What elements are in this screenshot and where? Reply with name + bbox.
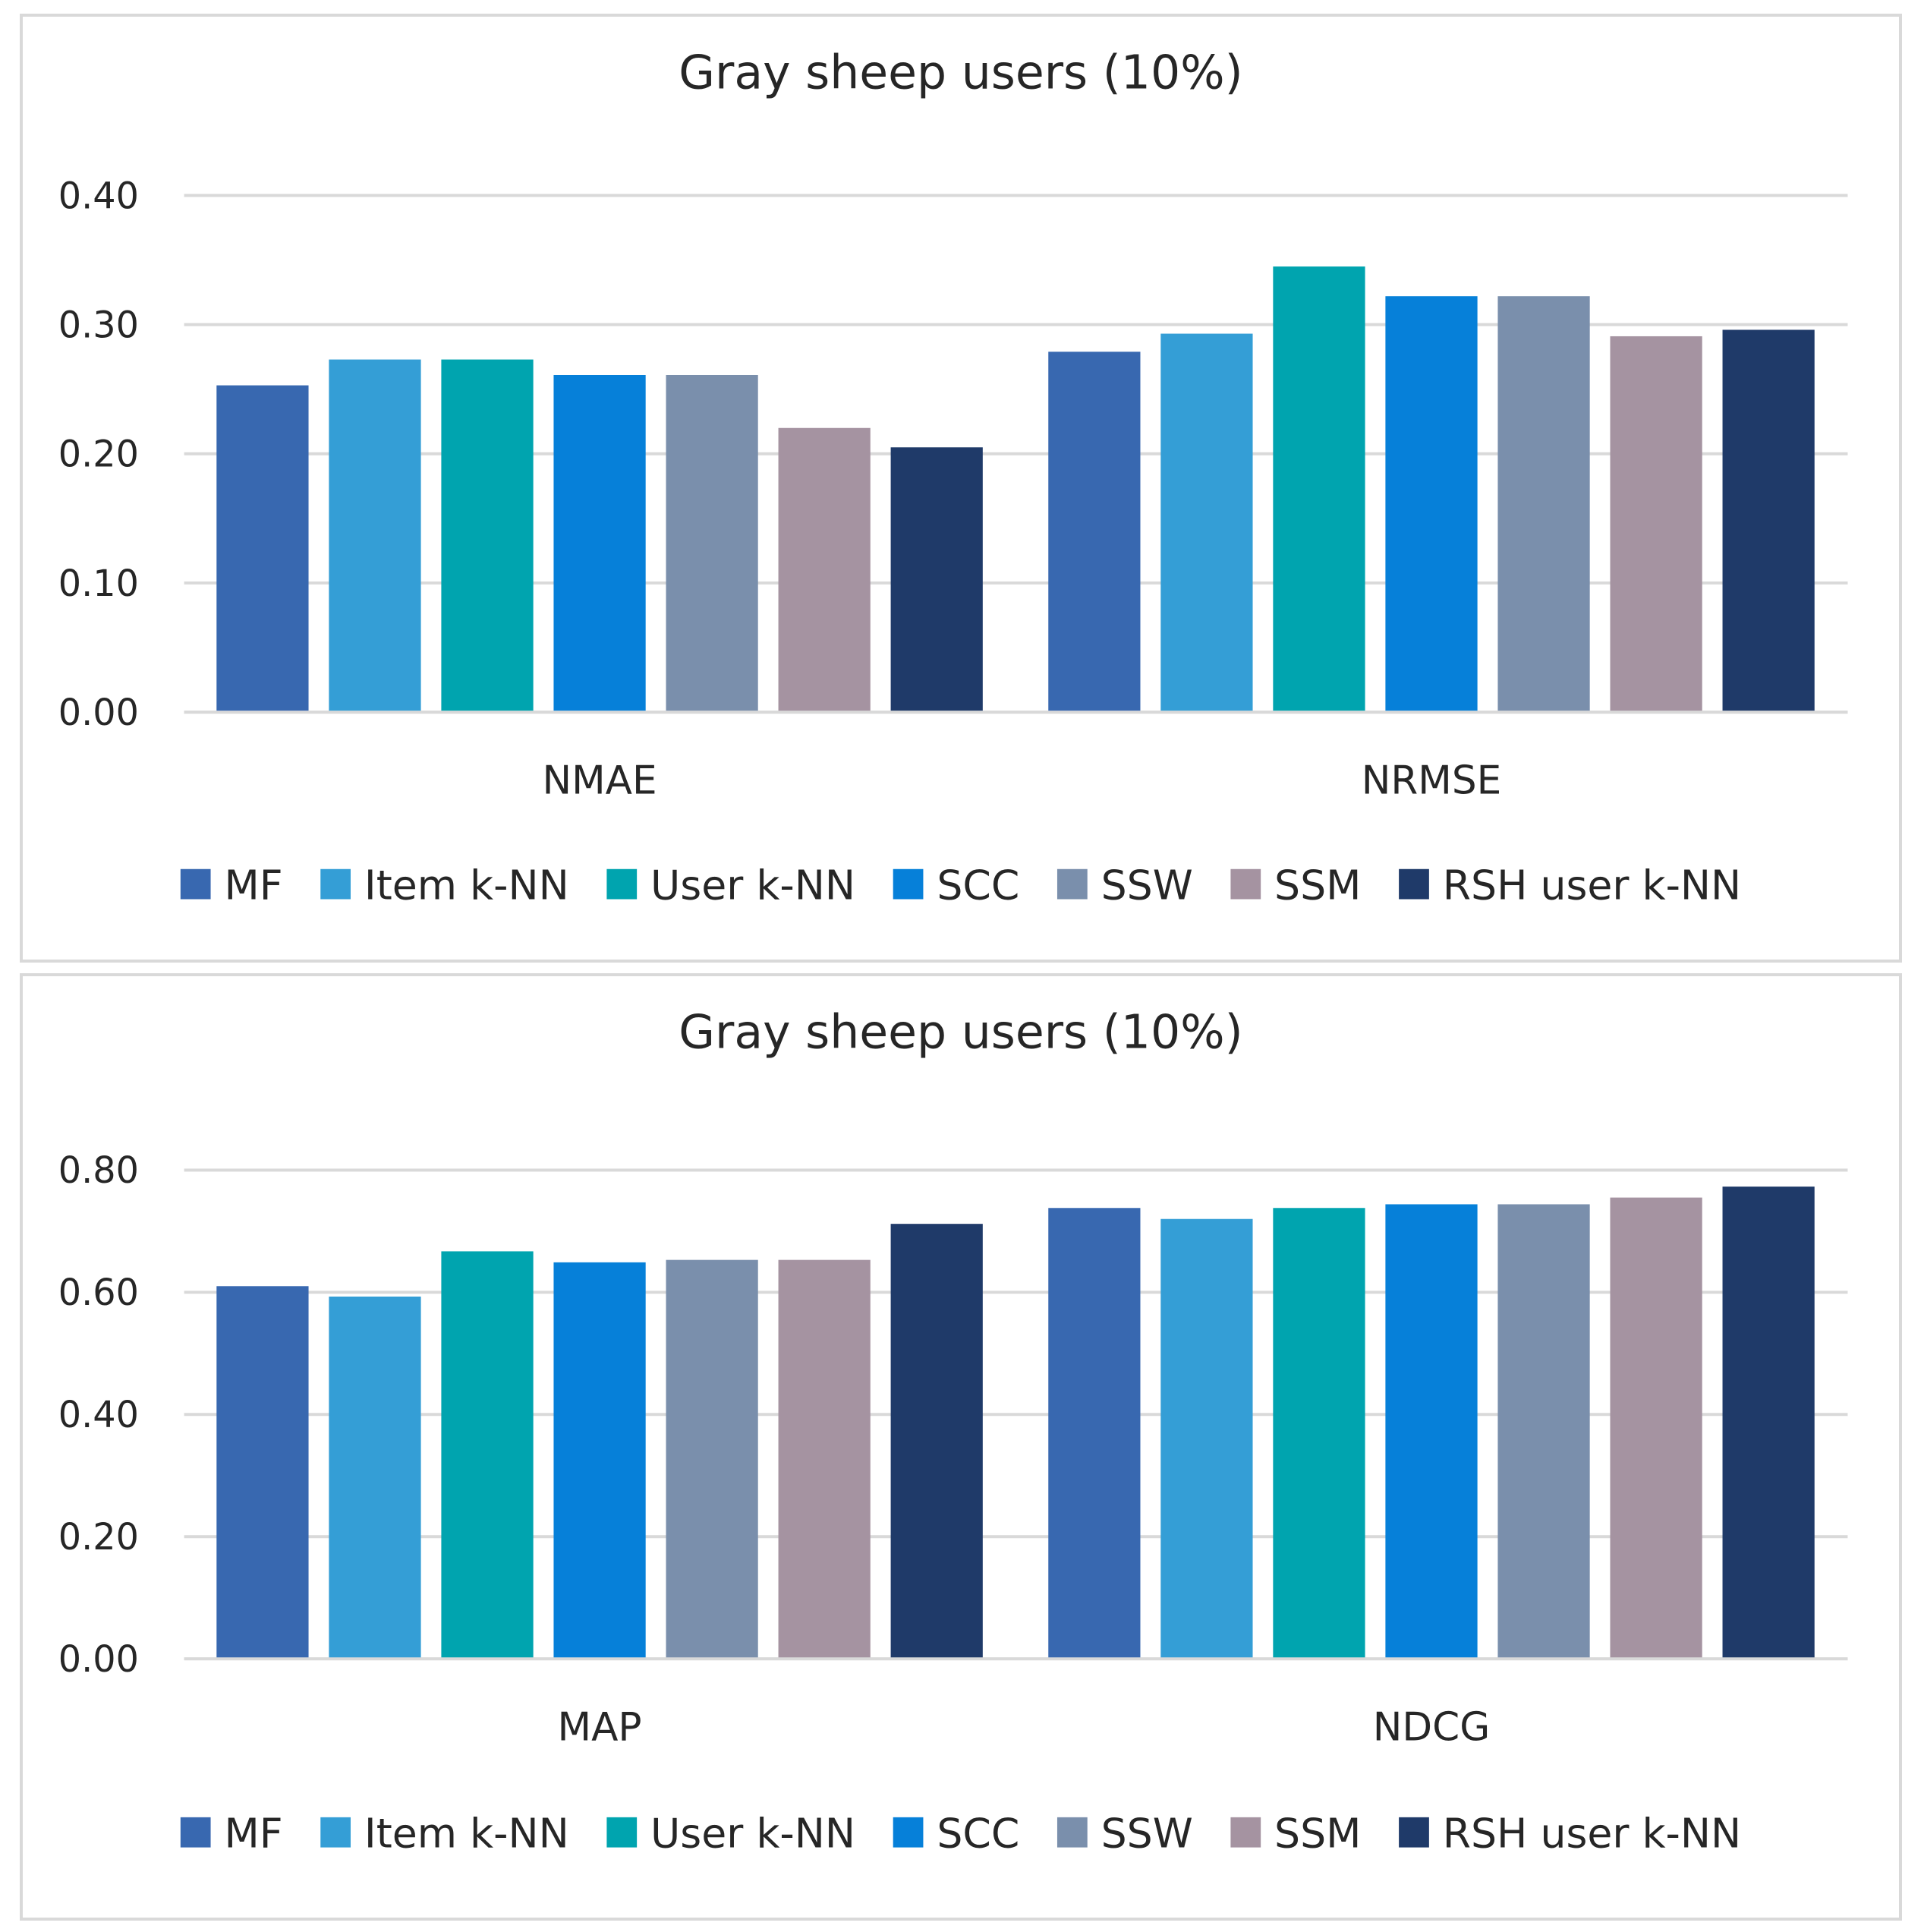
legend-item-rsh-user-k-nn: RSH user k-NN (1399, 1810, 1741, 1858)
category-label-nmae: NMAE (542, 758, 657, 803)
bar-map-user-k-nn (441, 1251, 534, 1659)
chart-title: Gray sheep users (10%) (679, 45, 1242, 99)
bar-ndcg-ssm (1610, 1197, 1702, 1659)
chart-title: Gray sheep users (10%) (679, 1004, 1242, 1059)
bar-ndcg-ssw (1497, 1204, 1590, 1659)
y-tick-label: 0.20 (58, 434, 139, 476)
bar-nmae-rsh-user-k-nn (890, 447, 983, 713)
chart-panel-error-metrics: Gray sheep users (10%) 0.00 0.10 0.20 0.30 0.… (20, 14, 1902, 963)
bar-map-rsh-user-k-nn (890, 1224, 983, 1659)
y-tick-label: 0.20 (58, 1517, 139, 1559)
chart-panel-ranking-metrics: Gray sheep users (10%) 0.00 0.20 0.40 0.60 0.… (20, 973, 1902, 1921)
bar-map-ssw (666, 1259, 758, 1659)
legend-item-mf: MF (180, 862, 283, 909)
legend-item-item-k-nn: Item k-NN (320, 1810, 569, 1858)
y-tick-label: 0.10 (58, 563, 139, 605)
legend-swatch (320, 1817, 351, 1848)
bar-nmae-user-k-nn (441, 359, 534, 713)
category-label-ndcg: NDCG (1373, 1705, 1491, 1751)
bar-map-ssm (778, 1259, 871, 1659)
legend-item-item-k-nn: Item k-NN (320, 862, 569, 909)
legend-swatch (1056, 1817, 1088, 1848)
legend-label: SCC (937, 1810, 1019, 1858)
legend-swatch (1056, 868, 1088, 900)
y-tick-label: 0.40 (58, 175, 139, 217)
legend-swatch (180, 1817, 211, 1848)
legend-swatch (1230, 868, 1261, 900)
chart-ranking-metrics: Gray sheep users (10%) 0.00 0.20 0.40 0.60 0.… (58, 1004, 1848, 1858)
bar-map-mf (216, 1286, 309, 1659)
legend-item-user-k-nn: User k-NN (606, 862, 855, 909)
legend-swatch (1230, 1817, 1261, 1848)
bar-nrmse-scc (1385, 296, 1478, 713)
bar-ndcg-scc (1385, 1204, 1478, 1659)
legend-item-mf: MF (180, 1810, 283, 1858)
legend-swatch (180, 868, 211, 900)
legend-label: User k-NN (650, 1810, 855, 1858)
bar-map-item-k-nn (329, 1296, 421, 1659)
y-tick-label: 0.00 (58, 1639, 139, 1681)
bar-nmae-item-k-nn (329, 359, 421, 713)
bar-nrmse-ssm (1610, 336, 1702, 713)
y-tick-label: 0.30 (58, 305, 139, 347)
bar-nrmse-rsh-user-k-nn (1722, 329, 1815, 713)
y-tick-label: 0.80 (58, 1150, 139, 1192)
bar-nrmse-mf (1048, 351, 1141, 713)
legend-label: SSW (1101, 862, 1193, 909)
legend-swatch (1399, 1817, 1429, 1848)
legend-label: SSW (1101, 1810, 1193, 1858)
legend-item-scc: SCC (893, 862, 1019, 909)
legend-swatch (606, 868, 638, 900)
bar-nmae-ssm (778, 427, 871, 713)
legend: MF Item k-NN User k-NN SCC SSW SSM RSH user k-… (180, 1810, 1741, 1858)
bar-nmae-mf (216, 385, 309, 713)
category-label-nrmse: NRMSE (1362, 758, 1502, 803)
legend-label: RSH user k-NN (1443, 862, 1741, 909)
bar-ndcg-mf (1048, 1208, 1141, 1659)
legend-label: MF (224, 862, 282, 909)
y-tick-label: 0.40 (58, 1395, 139, 1436)
legend-label: MF (224, 1810, 282, 1858)
bar-map-scc (553, 1262, 646, 1659)
legend-swatch (893, 1817, 924, 1848)
legend-label: SSM (1274, 1810, 1361, 1858)
bar-ndcg-rsh-user-k-nn (1722, 1187, 1815, 1659)
bar-nrmse-user-k-nn (1273, 266, 1365, 713)
legend-swatch (320, 868, 351, 900)
bar-nrmse-item-k-nn (1160, 333, 1253, 713)
legend-swatch (893, 868, 924, 900)
y-tick-label: 0.00 (58, 692, 139, 734)
legend-swatch (1399, 868, 1429, 900)
legend-item-ssm: SSM (1230, 862, 1361, 909)
legend: MF Item k-NN User k-NN SCC SSW SSM RSH user k-… (180, 862, 1741, 909)
legend-label: RSH user k-NN (1443, 1810, 1741, 1858)
legend-label: SSM (1274, 862, 1361, 909)
category-label-map: MAP (558, 1705, 642, 1751)
bar-ndcg-user-k-nn (1273, 1208, 1365, 1659)
chart-error-metrics: Gray sheep users (10%) 0.00 0.10 0.20 0.30 0.… (58, 45, 1848, 909)
bar-ndcg-item-k-nn (1160, 1218, 1253, 1659)
legend-item-ssm: SSM (1230, 1810, 1361, 1858)
legend-label: Item k-NN (364, 862, 569, 909)
legend-label: SCC (937, 862, 1019, 909)
bar-nmae-scc (553, 374, 646, 713)
bar-nrmse-ssw (1497, 296, 1590, 713)
legend-item-user-k-nn: User k-NN (606, 1810, 855, 1858)
legend-item-ssw: SSW (1056, 1810, 1193, 1858)
legend-item-ssw: SSW (1056, 862, 1193, 909)
legend-item-rsh-user-k-nn: RSH user k-NN (1399, 862, 1741, 909)
y-tick-label: 0.60 (58, 1272, 139, 1314)
legend-item-scc: SCC (893, 1810, 1019, 1858)
bar-nmae-ssw (666, 374, 758, 713)
legend-swatch (606, 1817, 638, 1848)
legend-label: Item k-NN (364, 1810, 569, 1858)
legend-label: User k-NN (650, 862, 855, 909)
